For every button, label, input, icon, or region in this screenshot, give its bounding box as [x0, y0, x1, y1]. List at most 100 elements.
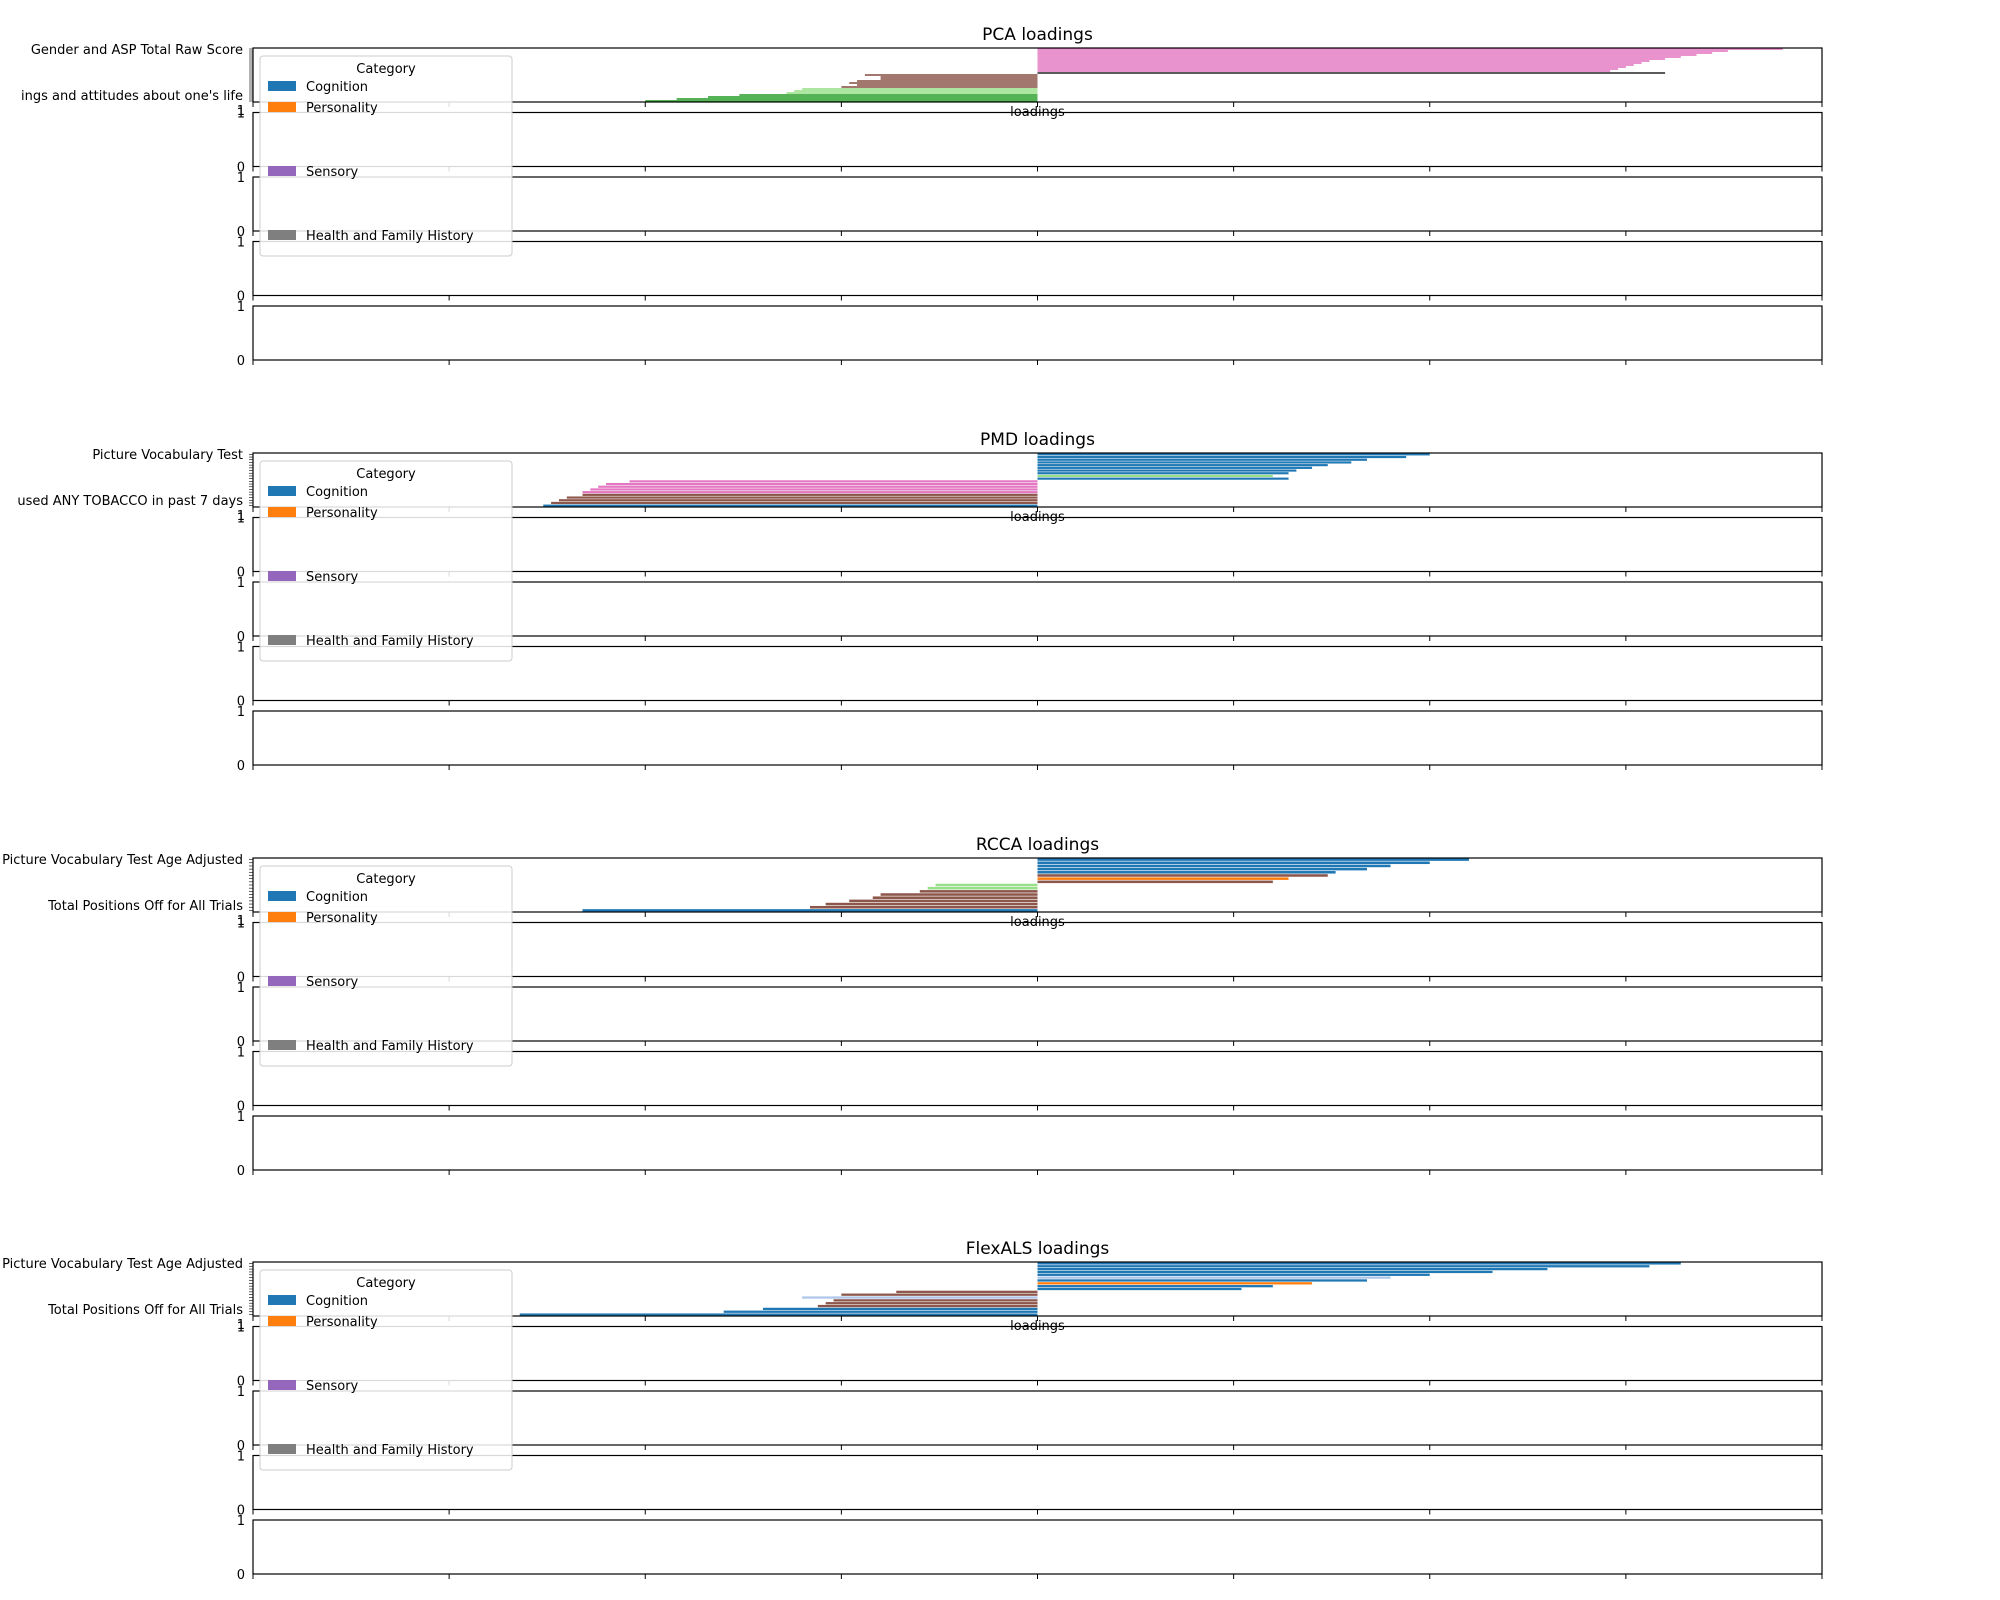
legend-entry: Health and Family History: [306, 1443, 474, 1458]
bar: [1037, 1287, 1242, 1291]
y-tick-label: 0: [237, 1439, 245, 1454]
bar: [880, 76, 1038, 78]
bar: [1037, 50, 1728, 52]
bar: [1037, 1282, 1313, 1285]
bar: [1037, 1270, 1493, 1274]
legend-entry: Cognition: [306, 485, 368, 500]
bar: [708, 96, 1038, 98]
legend-swatch: [268, 1380, 296, 1390]
y-tick-label: 1: [237, 1046, 245, 1061]
x-axis-label: loadings: [1010, 105, 1065, 120]
bar: [582, 491, 1038, 494]
y-tick-label: 1: [237, 236, 245, 251]
y-tick-label: 0: [237, 1035, 245, 1050]
subplot-axes: [252, 305, 1823, 361]
y-tick-label: 0: [237, 971, 245, 986]
legend-swatch: [268, 166, 296, 176]
bar: [864, 74, 1038, 76]
legend-entry: Cognition: [306, 80, 368, 95]
legend-entry: Personality: [306, 506, 378, 521]
bar: [1037, 1267, 1548, 1271]
bar: [1037, 56, 1681, 58]
y-tick-label: 1: [237, 300, 245, 315]
chart-title: PCA loadings: [982, 25, 1093, 45]
legend-entry: Sensory: [306, 570, 359, 585]
subplot-axes: [252, 1115, 1823, 1171]
y-tick-label: 0: [237, 1164, 245, 1179]
bar: [825, 902, 1038, 906]
x-axis-label: loadings: [1010, 915, 1065, 930]
bar: [1037, 455, 1407, 459]
y-tick-label: 1: [237, 1110, 245, 1125]
bar: [566, 496, 1038, 499]
bar: [582, 909, 1038, 912]
legend-swatch: [268, 81, 296, 91]
bar: [880, 78, 1038, 80]
bar: [1037, 60, 1650, 62]
bar: [935, 883, 1038, 887]
legend-swatch: [268, 571, 296, 581]
legend-box: [259, 460, 513, 662]
legend-entry: Sensory: [306, 165, 359, 180]
legend-entry: Personality: [306, 1315, 378, 1330]
y-tick-label: 1: [237, 981, 245, 996]
bar: [1037, 464, 1328, 467]
y-tick-label: 1: [237, 1450, 245, 1465]
bar: [802, 88, 1038, 90]
bar: [1037, 48, 1783, 50]
y-tick-label: 0: [237, 290, 245, 305]
chart-title: PMD loadings: [980, 430, 1095, 450]
bar: [833, 1299, 1038, 1302]
y-tick-label: 1: [237, 107, 245, 122]
bar: [927, 886, 1038, 890]
bar: [1037, 70, 1611, 72]
bar: [1037, 66, 1626, 68]
bar: [857, 84, 1038, 86]
bar: [1037, 861, 1430, 865]
bar: [1037, 864, 1391, 868]
y-tick-label: 0: [237, 566, 245, 581]
chart-title: FlexALS loadings: [966, 1239, 1110, 1259]
y-tick-label: 0: [237, 225, 245, 240]
legend-entry: Health and Family History: [306, 229, 474, 244]
bar: [1037, 62, 1642, 64]
y-tick-label: Total Positions Off for All Trials: [47, 899, 243, 914]
bar: [1037, 458, 1367, 461]
bar: [1037, 1265, 1650, 1268]
bar: [1037, 477, 1289, 480]
legend-swatch: [268, 1040, 296, 1050]
y-tick-label: used ANY TOBACCO in past 7 days: [17, 494, 243, 509]
y-tick-label: 1: [237, 1514, 245, 1529]
legend-swatch: [268, 1295, 296, 1305]
y-tick-label: 1: [237, 1318, 245, 1333]
legend-swatch: [268, 891, 296, 901]
bar: [551, 501, 1038, 505]
legend-swatch: [268, 102, 296, 112]
y-tick-label: 0: [237, 161, 245, 176]
y-tick-label: 1: [237, 509, 245, 524]
y-tick-label: 1: [237, 512, 245, 527]
y-tick-label: 0: [237, 759, 245, 774]
y-tick-label: 1: [237, 917, 245, 932]
bar: [919, 890, 1038, 893]
bar: [676, 98, 1038, 100]
bar: [1037, 58, 1666, 60]
legend-entry: Sensory: [306, 975, 359, 990]
bar: [645, 100, 1038, 102]
legend-entry: Sensory: [306, 1379, 359, 1394]
bar: [1037, 1285, 1273, 1288]
legend-swatch: [268, 486, 296, 496]
bar: [1037, 1273, 1430, 1276]
legend-swatch: [268, 507, 296, 517]
chart-title: RCCA loadings: [976, 835, 1099, 855]
y-tick-label: 0: [237, 1504, 245, 1519]
bar: [762, 1307, 1038, 1311]
bar: [857, 80, 1038, 82]
y-tick-label: Picture Vocabulary Test Age Adjusted: [2, 853, 243, 868]
y-tick-label: 1: [237, 705, 245, 720]
legend-entry: Personality: [306, 911, 378, 926]
legend-swatch: [268, 1316, 296, 1326]
y-tick-label: 0: [237, 1375, 245, 1390]
bar: [739, 94, 1038, 96]
bar: [723, 1310, 1038, 1313]
